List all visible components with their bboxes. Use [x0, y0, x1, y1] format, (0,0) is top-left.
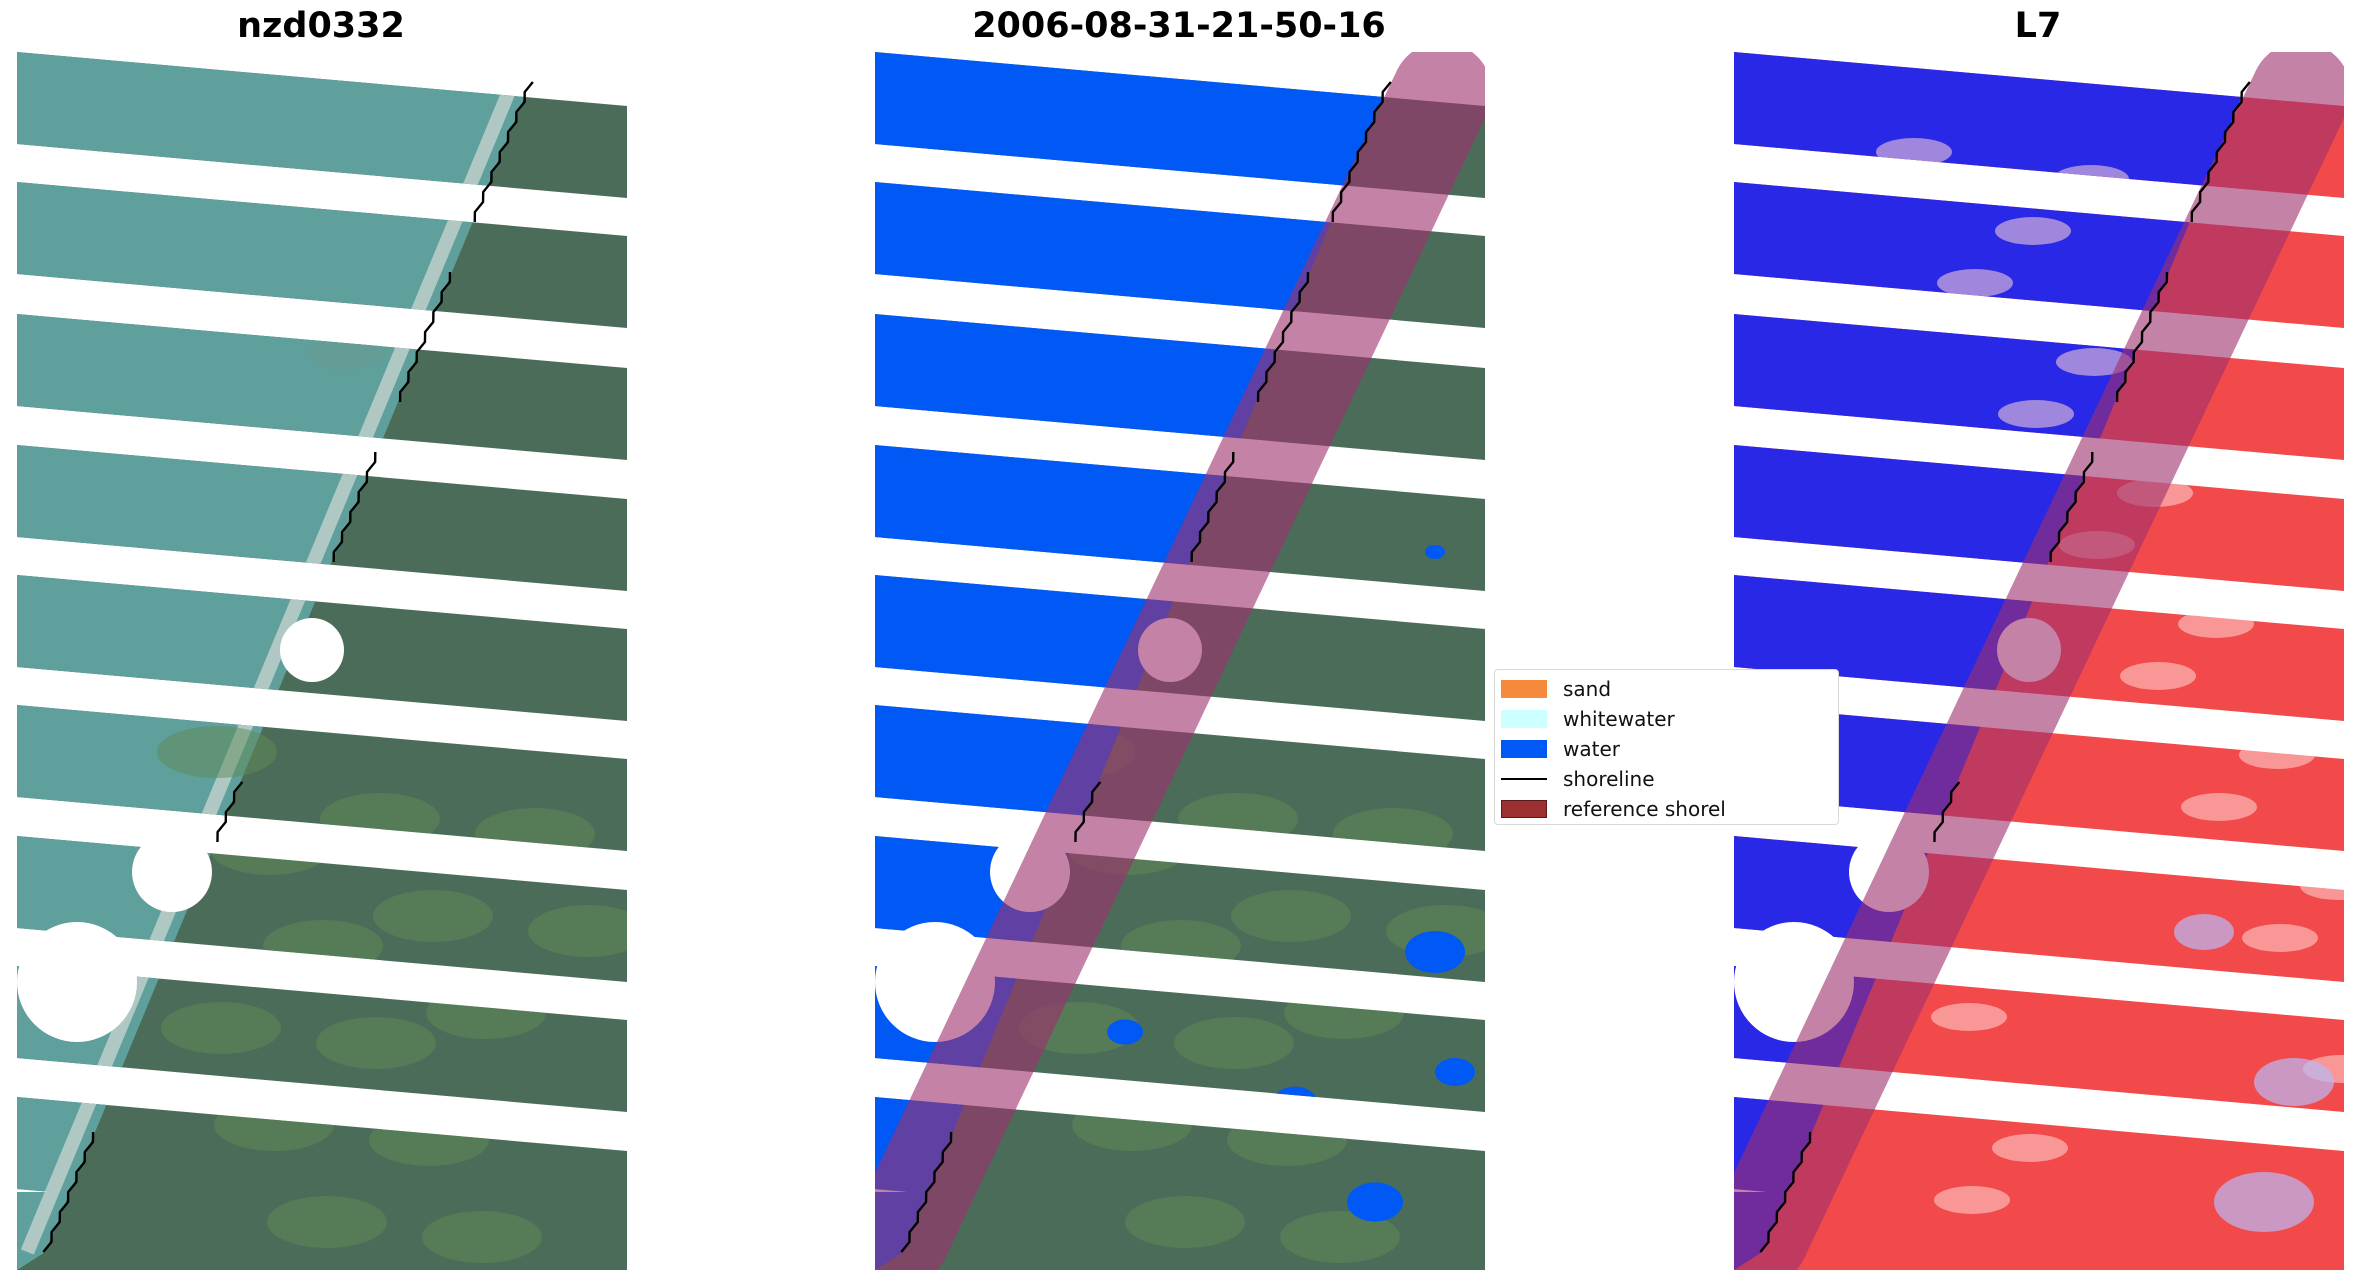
title-panel-2: 2006-08-31-21-50-16	[972, 6, 1386, 46]
shoreline-segment	[473, 81, 534, 223]
reference-shoreline-buffer	[1734, 52, 2344, 1270]
legend-item-whitewater: whitewater	[1501, 706, 1675, 732]
shoreline-segment	[398, 271, 452, 403]
index-image-panel	[1734, 52, 2344, 1270]
shoreline-segment	[1331, 81, 1392, 223]
legend-item-reference-shoreline: reference shorel	[1501, 796, 1726, 822]
shoreline-segment	[42, 1131, 95, 1253]
shoreline-segment	[1074, 781, 1102, 843]
sand-swatch	[1501, 680, 1547, 698]
reference-shoreline-swatch	[1501, 800, 1547, 818]
legend-label-reference-shoreline: reference shorel	[1563, 797, 1726, 821]
shoreline-segment	[1933, 781, 1961, 843]
shoreline-segment	[2049, 451, 2094, 563]
shoreline-segment	[1190, 451, 1235, 563]
shoreline-segment	[2115, 271, 2169, 403]
legend-item-sand: sand	[1501, 676, 1611, 702]
legend-item-shoreline: shoreline	[1501, 766, 1655, 792]
shoreline-swatch	[1501, 778, 1547, 780]
shoreline-segment	[216, 781, 244, 843]
water-swatch	[1501, 740, 1547, 758]
classified-image-panel	[875, 52, 1485, 1270]
shoreline-segment	[1759, 1131, 1812, 1253]
legend-label-water: water	[1563, 737, 1620, 761]
shoreline-segment	[2190, 81, 2251, 223]
title-panel-1: nzd0332	[237, 6, 405, 46]
shoreline-segment	[900, 1131, 953, 1253]
legend-label-shoreline: shoreline	[1563, 767, 1655, 791]
legend-label-sand: sand	[1563, 677, 1612, 701]
whitewater-swatch	[1501, 710, 1547, 728]
legend-item-water: water	[1501, 736, 1620, 762]
legend: sand whitewater water shoreline referenc…	[1494, 669, 1839, 825]
title-panel-3: L7	[2014, 6, 2062, 46]
shoreline-segment	[332, 451, 377, 563]
legend-label-whitewater: whitewater	[1563, 707, 1675, 731]
rgb-image-panel	[17, 52, 627, 1270]
shoreline-segment	[1256, 271, 1310, 403]
reference-shoreline-buffer	[875, 52, 1485, 1270]
